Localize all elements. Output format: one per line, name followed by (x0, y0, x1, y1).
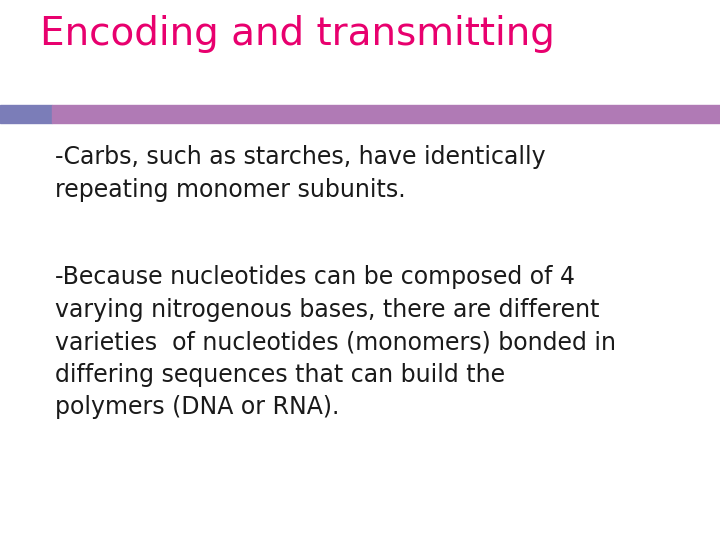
Text: -Carbs, such as starches, have identically
repeating monomer subunits.: -Carbs, such as starches, have identical… (55, 145, 546, 201)
Bar (0, 105, 52, 123)
Text: -Because nucleotides can be composed of 4
varying nitrogenous bases, there are d: -Because nucleotides can be composed of … (55, 265, 616, 419)
Bar (52, 105, 720, 123)
Text: Encoding and transmitting: Encoding and transmitting (40, 15, 554, 53)
